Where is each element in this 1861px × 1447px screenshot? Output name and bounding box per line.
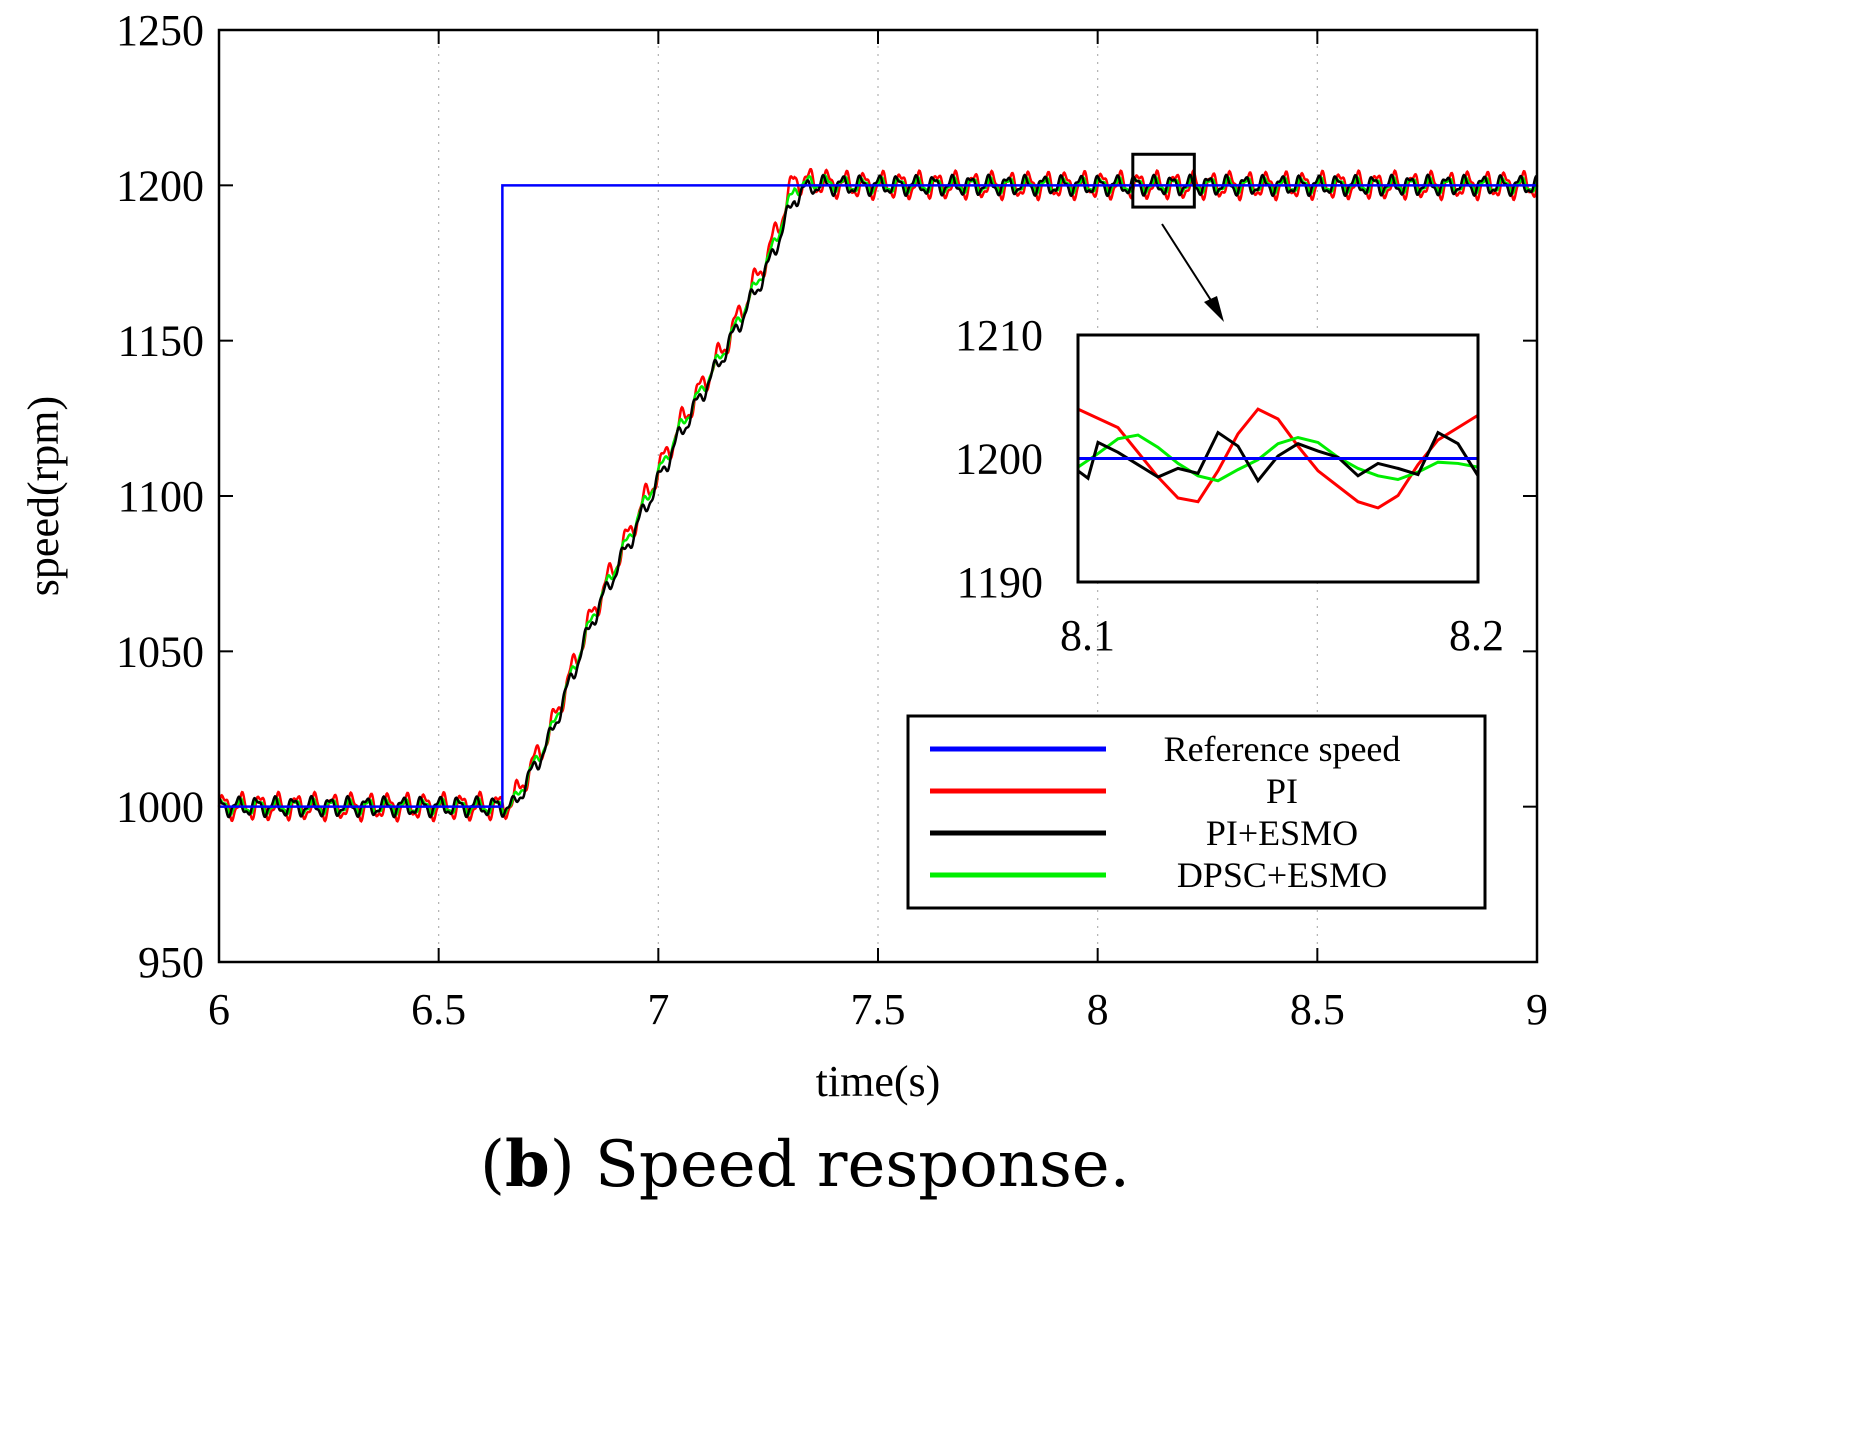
zoom-box (1131, 152, 1196, 209)
plot-frame (217, 28, 1539, 964)
x-tick-label: 7 (647, 985, 669, 1034)
inset-x-tick-label: 8.2 (1449, 611, 1504, 660)
legend-label: Reference speed (1164, 729, 1401, 769)
x-tick-label: 9 (1526, 985, 1548, 1034)
zoom-arrow-line (1161, 223, 1215, 306)
y-tick-label: 1050 (116, 627, 204, 676)
y-tick-label: 950 (138, 938, 204, 987)
inset-series-pi (1077, 407, 1479, 510)
caption-label: b (505, 1127, 550, 1202)
y-tick-label: 1150 (118, 317, 204, 366)
x-tick-label: 8.5 (1290, 985, 1345, 1034)
x-axis-title: time(s) (816, 1057, 941, 1106)
caption-text: Speed response. (575, 1128, 1130, 1202)
y-tick-label: 1100 (118, 472, 204, 521)
inset-y-tick-label: 1200 (955, 435, 1043, 484)
legend-label: DPSC+ESMO (1177, 855, 1387, 895)
main-tick-labels: 6 6.5 7 7.5 8 8.5 9 950 1000 1050 1100 1150 1200 1250 (116, 6, 1548, 1034)
y-axis-title: speed(rpm) (19, 396, 68, 596)
legend-label: PI (1266, 771, 1298, 811)
inset-frame (1076, 333, 1480, 584)
legend-label: PI+ESMO (1206, 813, 1358, 853)
inset-y-tick-label: 1190 (957, 558, 1043, 607)
inset-series-dpsc-esmo (1077, 433, 1479, 483)
x-tick-label: 6 (208, 985, 230, 1034)
zoom-arrow-head (1204, 296, 1224, 322)
series-line-pi-esmo (217, 173, 1538, 819)
x-tick-label: 6.5 (411, 985, 466, 1034)
y-tick-label: 1200 (116, 161, 204, 210)
inset-y-tick-label: 1210 (955, 311, 1043, 360)
zoom-marker (1131, 152, 1224, 322)
main-series (217, 167, 1539, 824)
series-line-dpsc-esmo (217, 173, 1539, 817)
x-tick-label: 8 (1087, 985, 1109, 1034)
inset-zoom-plot: 1210 1200 1190 8.1 8.2 (955, 311, 1504, 660)
figure-caption: (b) Speed response. (480, 1127, 1130, 1202)
y-tick-label: 1250 (116, 6, 204, 55)
inset-x-tick-label: 8.1 (1060, 611, 1115, 660)
y-tick-label: 1000 (116, 783, 204, 832)
x-tick-label: 7.5 (851, 985, 906, 1034)
series-line-reference-speed (219, 184, 1537, 808)
